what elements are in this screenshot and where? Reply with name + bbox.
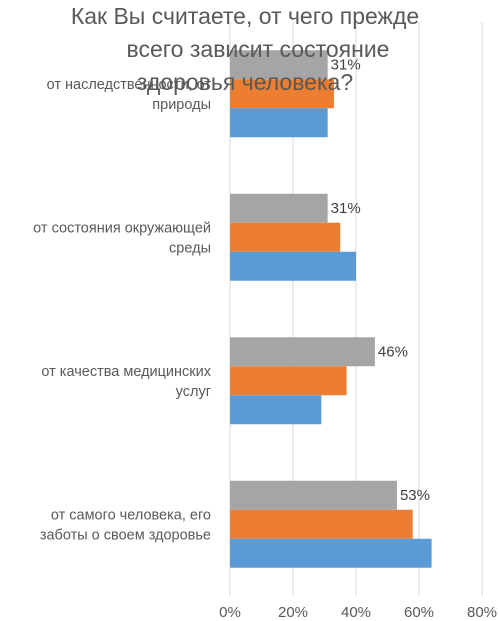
data-label: 46%	[378, 343, 408, 360]
chart-title-line: Как Вы считаете, от чего прежде	[71, 3, 419, 29]
x-tick-label: 80%	[467, 604, 497, 621]
category-label: от состояния окружающей среды	[33, 220, 211, 256]
bar	[230, 480, 397, 510]
category-label-line: услуг	[176, 384, 211, 400]
bar	[230, 395, 322, 425]
x-tick-label: 40%	[341, 604, 371, 621]
bar	[230, 538, 432, 568]
category-label-line: от состояния окружающей	[33, 220, 211, 236]
bar	[230, 366, 347, 396]
chart-title-line: здоровья человека?	[137, 69, 353, 95]
x-tick-label: 0%	[219, 604, 241, 621]
category-label-line: заботы о своем здоровье	[40, 527, 211, 543]
category-label: от качества медицинских услуг	[41, 364, 211, 400]
category-label-line: от самого человека, его	[51, 507, 211, 523]
chart-title: Как Вы считаете, от чего прежде всего зав…	[71, 3, 419, 95]
data-label: 31%	[331, 56, 361, 73]
category-label-line: от качества медицинских	[41, 364, 211, 380]
data-label: 53%	[400, 487, 430, 504]
bar	[230, 108, 328, 138]
x-tick-label: 20%	[278, 604, 308, 621]
bar	[230, 222, 341, 252]
category-label: от наследственности, от природы	[47, 77, 212, 113]
labels: 0% 20% 40% 60% 80% 31% от наследственности, от…	[33, 56, 497, 621]
bar	[230, 193, 328, 223]
bar	[230, 50, 328, 80]
category-label: от самого человека, его заботы о своем зд…	[40, 507, 211, 543]
bar	[230, 79, 334, 109]
x-tick-label: 60%	[404, 604, 434, 621]
bars	[230, 50, 432, 568]
chart-title-line: всего зависит состояние	[127, 36, 390, 62]
bar	[230, 509, 413, 539]
category-label-line: среды	[169, 240, 211, 256]
bar	[230, 337, 375, 367]
bar	[230, 251, 356, 281]
category-label-line: природы	[152, 97, 211, 113]
category-label-line: от наследственности, от	[47, 77, 212, 93]
data-label: 31%	[331, 200, 361, 217]
